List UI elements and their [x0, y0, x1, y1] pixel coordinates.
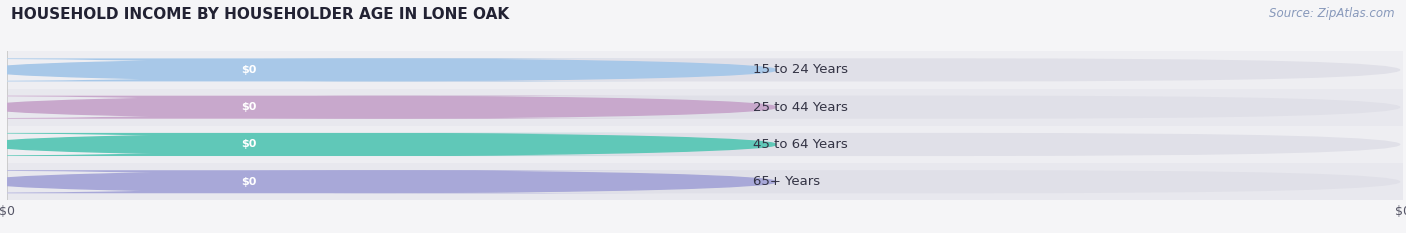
Text: HOUSEHOLD INCOME BY HOUSEHOLDER AGE IN LONE OAK: HOUSEHOLD INCOME BY HOUSEHOLDER AGE IN L… [11, 7, 509, 22]
Bar [7, 163, 1403, 200]
Text: 45 to 64 Years: 45 to 64 Years [752, 138, 848, 151]
Text: $0: $0 [240, 177, 256, 187]
FancyBboxPatch shape [0, 170, 443, 193]
FancyBboxPatch shape [0, 96, 443, 119]
FancyBboxPatch shape [0, 58, 443, 82]
Bar [7, 126, 1403, 163]
FancyBboxPatch shape [10, 96, 1400, 119]
Text: $0: $0 [240, 102, 256, 112]
Text: 15 to 24 Years: 15 to 24 Years [752, 63, 848, 76]
Circle shape [0, 59, 776, 81]
FancyBboxPatch shape [10, 133, 1400, 156]
FancyBboxPatch shape [0, 170, 662, 193]
Text: 65+ Years: 65+ Years [752, 175, 820, 188]
Bar [7, 89, 1403, 126]
FancyBboxPatch shape [10, 170, 1400, 193]
Text: $0: $0 [240, 140, 256, 149]
FancyBboxPatch shape [0, 96, 662, 119]
Circle shape [0, 96, 776, 118]
FancyBboxPatch shape [0, 133, 662, 156]
FancyBboxPatch shape [0, 58, 662, 82]
Text: Source: ZipAtlas.com: Source: ZipAtlas.com [1270, 7, 1395, 20]
FancyBboxPatch shape [0, 133, 443, 156]
FancyBboxPatch shape [10, 58, 1400, 82]
Circle shape [0, 171, 776, 192]
Text: $0: $0 [240, 65, 256, 75]
Bar [7, 51, 1403, 89]
Circle shape [0, 134, 776, 155]
Text: 25 to 44 Years: 25 to 44 Years [752, 101, 848, 114]
